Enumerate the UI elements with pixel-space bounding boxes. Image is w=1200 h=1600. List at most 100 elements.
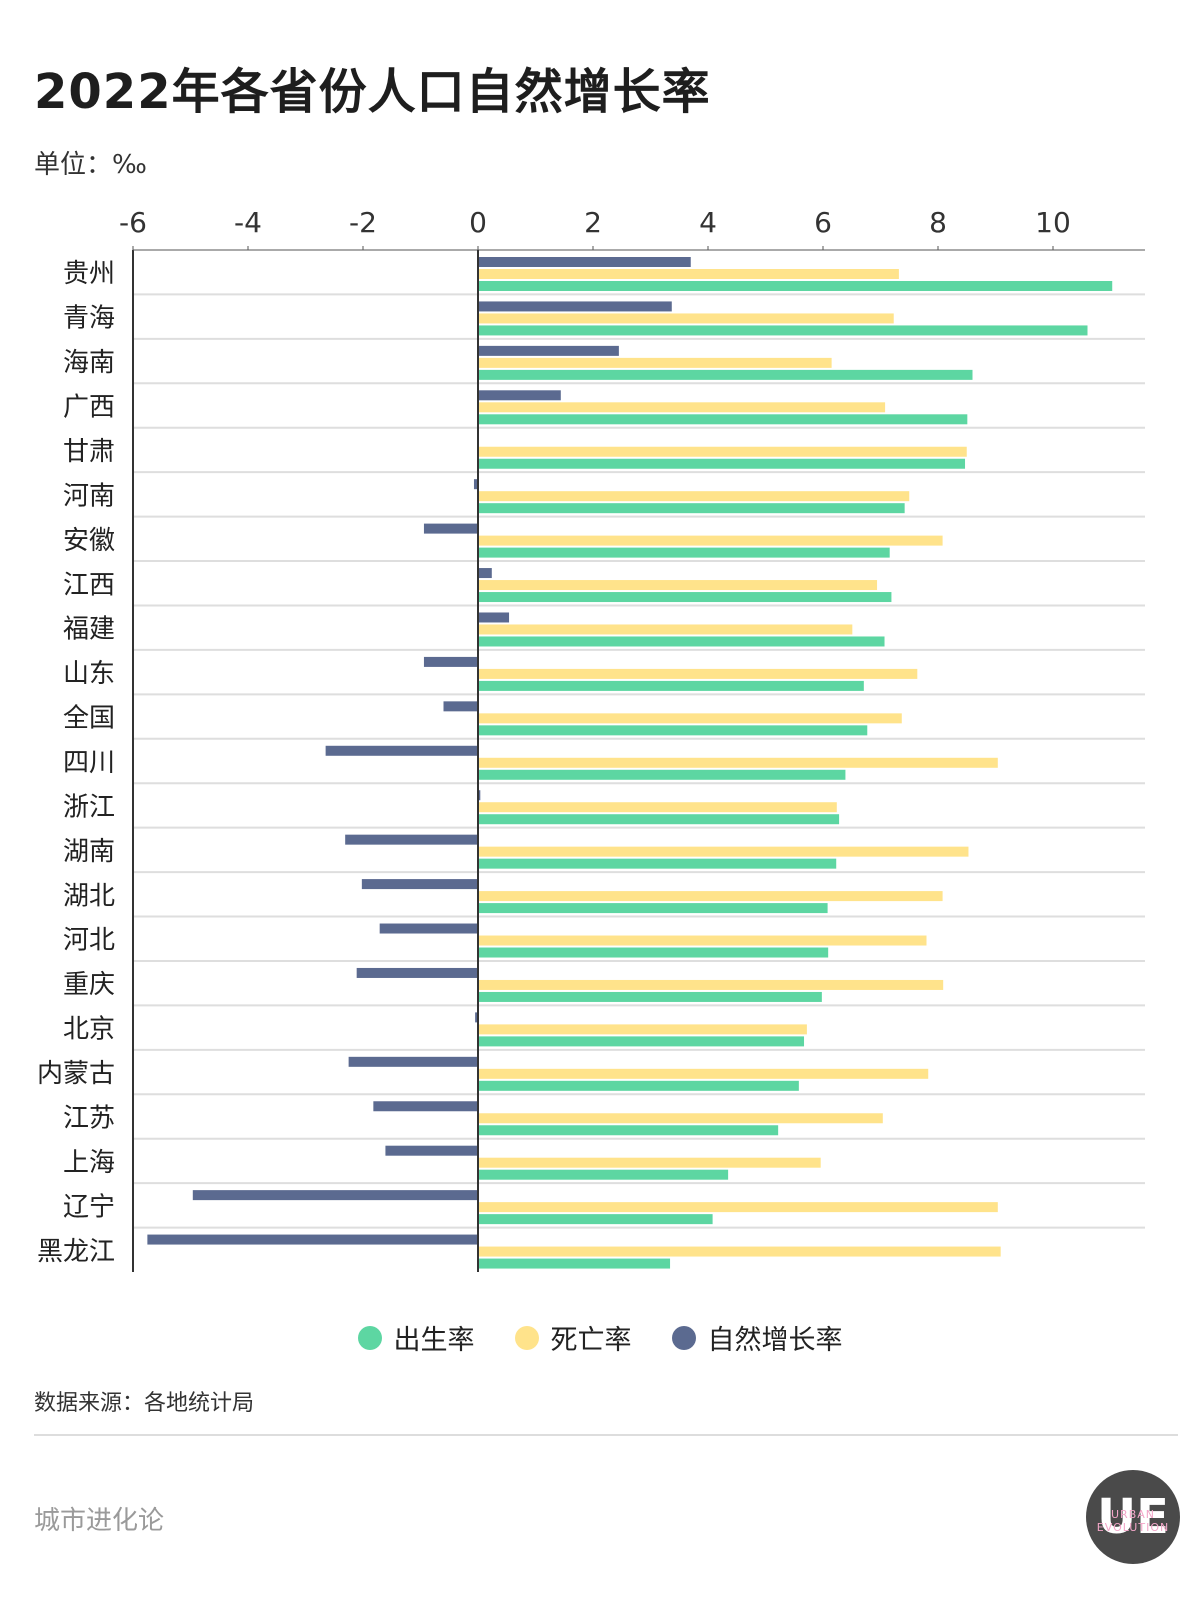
category-label: 广西 xyxy=(63,393,115,423)
bar-natural xyxy=(423,656,478,667)
x-tick-label: 4 xyxy=(699,206,717,239)
legend-dot-death-icon xyxy=(514,1325,539,1350)
bar-birth xyxy=(478,769,846,780)
bar-death xyxy=(478,713,902,724)
unit-label: 单位：‰ xyxy=(34,150,147,180)
bar-death xyxy=(478,357,832,368)
category-label: 辽宁 xyxy=(63,1192,115,1222)
category-label: 青海 xyxy=(63,304,115,334)
category-label: 湖北 xyxy=(63,881,115,911)
category-label: 贵州 xyxy=(63,259,115,289)
bar-birth xyxy=(478,1214,713,1225)
category-label: 海南 xyxy=(63,348,115,378)
bar-natural xyxy=(361,879,478,890)
bar-death xyxy=(478,891,943,902)
legend-item-birth[interactable]: 出生率 xyxy=(357,1318,475,1357)
bar-natural xyxy=(356,967,478,978)
bars xyxy=(147,257,1113,1269)
x-tick-label: 0 xyxy=(469,206,487,239)
legend: 出生率 死亡率 自然增长率 xyxy=(0,1318,1200,1357)
category-label: 山东 xyxy=(63,659,115,689)
x-tick-label: -4 xyxy=(234,206,262,239)
bar-natural xyxy=(475,1012,478,1023)
bar-death xyxy=(478,624,853,635)
category-label: 上海 xyxy=(63,1148,115,1178)
data-source: 数据来源：各地统计局 xyxy=(34,1391,255,1416)
bar-death xyxy=(478,1068,929,1079)
legend-dot-birth-icon xyxy=(357,1325,382,1350)
category-label: 河南 xyxy=(63,481,115,511)
bar-death xyxy=(478,1157,821,1168)
bar-natural xyxy=(147,1234,478,1245)
category-label: 北京 xyxy=(63,1015,115,1045)
bar-death xyxy=(478,1202,998,1213)
bar-death xyxy=(478,802,837,813)
bar-natural xyxy=(379,923,478,934)
legend-item-death[interactable]: 死亡率 xyxy=(514,1318,632,1357)
gridlines xyxy=(133,293,1145,1229)
x-tick-label: 10 xyxy=(1035,206,1071,239)
bar-natural xyxy=(473,479,478,490)
bar-death xyxy=(478,313,894,324)
bar-natural xyxy=(423,523,478,534)
category-label: 甘肃 xyxy=(63,437,115,467)
x-tick-label: 8 xyxy=(929,206,947,239)
bar-birth xyxy=(478,1258,671,1269)
category-label: 福建 xyxy=(63,615,115,645)
bar-natural xyxy=(345,834,478,845)
bar-birth xyxy=(478,636,885,647)
bar-death xyxy=(478,1024,807,1035)
bar-natural xyxy=(325,745,478,756)
category-label: 河北 xyxy=(63,926,115,956)
category-label: 内蒙古 xyxy=(37,1059,115,1089)
bar-natural xyxy=(478,568,492,579)
bar-birth xyxy=(478,725,868,736)
legend-dot-natural-icon xyxy=(671,1325,696,1350)
category-label: 四川 xyxy=(63,748,115,778)
category-label: 全国 xyxy=(63,704,115,734)
bar-birth xyxy=(478,281,1113,291)
legend-label-natural: 自然增长率 xyxy=(707,1325,843,1356)
bar-natural xyxy=(478,257,691,267)
x-axis-ticks: -6 -4 -2 0 2 4 6 8 10 xyxy=(119,206,1071,250)
legend-label-death: 死亡率 xyxy=(550,1325,632,1356)
bar-natural xyxy=(478,790,481,801)
logo-subtitle: URBAN EVOLUTION xyxy=(1096,1508,1170,1534)
category-label: 重庆 xyxy=(63,970,115,1000)
bar-natural xyxy=(478,345,619,356)
category-label: 浙江 xyxy=(63,792,115,822)
bar-death xyxy=(478,491,910,502)
bar-natural xyxy=(443,701,478,712)
bar-birth xyxy=(478,547,890,558)
bar-birth xyxy=(478,369,973,380)
bar-death xyxy=(478,935,927,946)
bar-birth xyxy=(478,458,966,469)
category-label: 黑龙江 xyxy=(37,1237,115,1267)
x-tick-label: -2 xyxy=(349,206,377,239)
bar-birth xyxy=(478,592,892,603)
ue-logo: UE xyxy=(1086,1470,1180,1564)
x-tick-label: 6 xyxy=(814,206,832,239)
bar-birth xyxy=(478,325,1088,336)
bar-natural xyxy=(348,1056,478,1067)
bar-death xyxy=(478,979,944,990)
legend-item-natural[interactable]: 自然增长率 xyxy=(671,1318,843,1357)
brand-name: 城市进化论 xyxy=(34,1506,165,1536)
bar-death xyxy=(478,1113,883,1124)
bar-death xyxy=(478,402,886,413)
bar-death xyxy=(478,269,899,279)
bar-natural xyxy=(385,1145,478,1156)
bar-birth xyxy=(478,1125,779,1136)
bar-birth xyxy=(478,947,829,958)
x-tick-label: 2 xyxy=(584,206,602,239)
bar-birth xyxy=(478,414,968,425)
bar-birth xyxy=(478,1169,729,1180)
bar-death xyxy=(478,757,998,768)
category-label: 江西 xyxy=(63,570,115,600)
category-label: 安徽 xyxy=(63,526,115,556)
bar-natural xyxy=(478,390,561,401)
bar-death xyxy=(478,1246,1001,1257)
bar-natural xyxy=(478,612,510,623)
bar-death xyxy=(478,446,967,457)
bar-death xyxy=(478,846,969,857)
